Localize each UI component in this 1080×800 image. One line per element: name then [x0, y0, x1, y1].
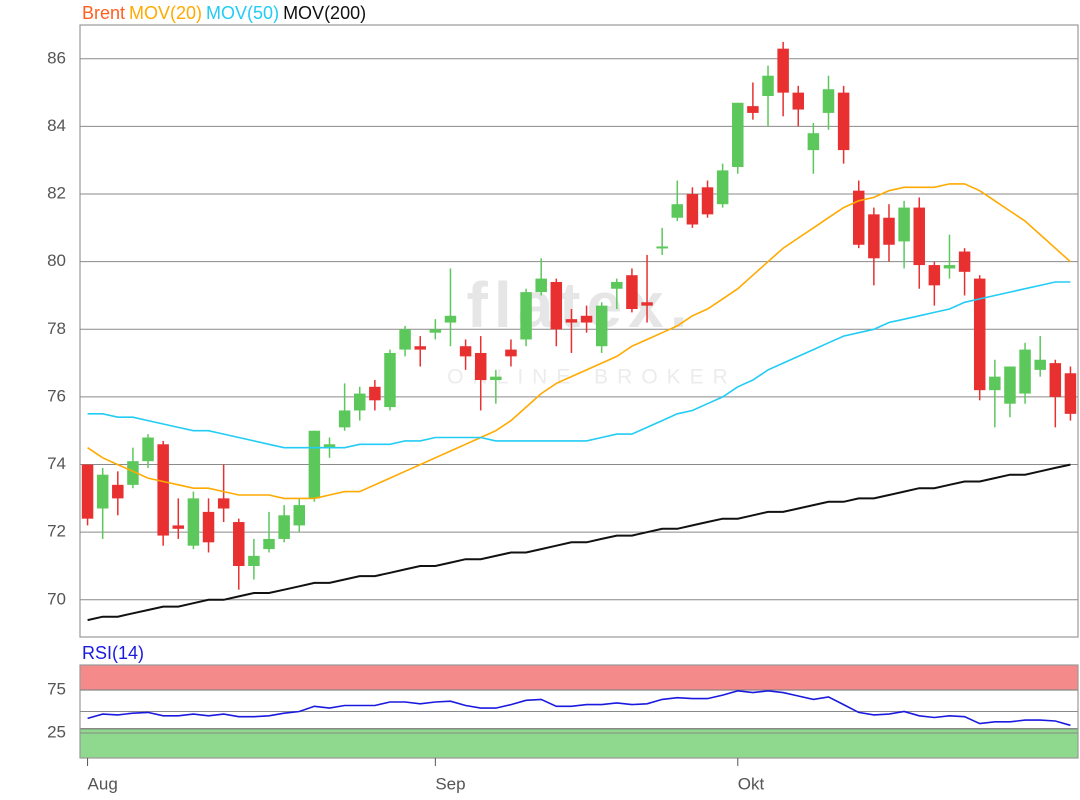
candle-body [459, 346, 472, 357]
y-tick-label: 78 [47, 319, 66, 338]
candle-body [338, 410, 351, 428]
candle-body [641, 302, 653, 306]
candle-body [1019, 349, 1031, 394]
y-tick-label: 86 [47, 48, 66, 67]
line [87, 281, 1071, 449]
legend-entry: MOV(50) [206, 3, 279, 23]
candle-body [973, 278, 986, 391]
candle-body [308, 430, 321, 499]
candle-body [762, 75, 774, 97]
candle-body [444, 315, 457, 323]
y-tick-label: 82 [47, 184, 66, 203]
y-tick-label: 25 [47, 723, 66, 742]
candle-body [1004, 366, 1016, 404]
watermark-tagline: ONLINE BROKER [447, 366, 737, 389]
candle-body [913, 207, 925, 266]
watermark-logo: flatex. [467, 269, 694, 341]
candle-body [792, 92, 805, 110]
band [80, 728, 1078, 758]
legend-entry: MOV(20) [129, 3, 202, 23]
candle-body [399, 329, 411, 350]
candle-body [747, 106, 759, 113]
candle-body [807, 133, 820, 151]
candle-body [1034, 359, 1046, 370]
candle-body [217, 498, 230, 509]
y-tick-label: 75 [47, 679, 66, 698]
x-tick-label: Sep [435, 774, 465, 793]
x-tick-label: Okt [738, 774, 765, 793]
y-tick-label: 74 [47, 454, 66, 473]
y-tick-label: 72 [47, 522, 66, 541]
candle-body [81, 464, 94, 519]
candle-body [505, 349, 517, 357]
y-tick-label: 80 [47, 251, 66, 270]
candle-body [837, 92, 850, 151]
candle-body [248, 555, 260, 566]
candle-body [671, 204, 684, 218]
candle-body [474, 352, 487, 381]
candle-body [384, 352, 396, 408]
candle-body [868, 214, 880, 259]
plot-frame [79, 24, 1079, 638]
candle-body [928, 265, 941, 286]
candle-body [172, 525, 185, 529]
candle-body [777, 48, 789, 93]
line [87, 463, 1071, 622]
candle-body [142, 437, 154, 462]
legend-entry: Brent [82, 3, 125, 23]
candle-body [958, 251, 971, 272]
candle-body [626, 275, 638, 310]
candle-body [187, 498, 200, 546]
legend-entry: RSI(14) [82, 643, 144, 663]
candle-body [127, 461, 139, 485]
y-tick-label: 76 [47, 386, 66, 405]
candle-body [414, 346, 426, 350]
candle-body [686, 194, 699, 225]
y-tick-label: 84 [47, 116, 66, 135]
line [87, 689, 1071, 727]
legend-entry: MOV(200) [283, 3, 366, 23]
candle-body [535, 278, 547, 293]
band [80, 665, 1078, 690]
candle-body [323, 444, 336, 448]
candle-body [656, 246, 668, 249]
candle-body [202, 511, 215, 543]
candle-body [520, 292, 532, 340]
candle-body [353, 393, 366, 411]
candle-body [369, 386, 381, 401]
candle-body [595, 305, 608, 347]
x-tick-label: Aug [88, 774, 118, 793]
candle-body [1064, 373, 1077, 414]
candle-body [233, 522, 245, 566]
candle-body [716, 170, 729, 205]
candle-body [943, 265, 956, 269]
candle-body [883, 217, 895, 245]
candle-body [278, 515, 290, 539]
candle-body [157, 444, 169, 536]
candle-body [701, 187, 714, 215]
candle-body [1049, 363, 1062, 397]
candle-body [822, 89, 835, 113]
candle-body [550, 281, 563, 330]
candle-body [96, 474, 109, 509]
candle-body [112, 484, 124, 499]
candle-body [611, 281, 623, 289]
candle-body [429, 329, 442, 333]
candle-body [263, 538, 275, 550]
line [87, 183, 1071, 500]
candle-body [490, 376, 502, 381]
candle-body [732, 102, 744, 168]
candle-body [580, 315, 593, 323]
candle-body [565, 319, 578, 323]
candle-body [898, 207, 910, 242]
y-tick-label: 70 [47, 589, 66, 608]
candle-body [989, 376, 1001, 391]
candle-body [293, 505, 306, 526]
candle-body [852, 190, 865, 245]
